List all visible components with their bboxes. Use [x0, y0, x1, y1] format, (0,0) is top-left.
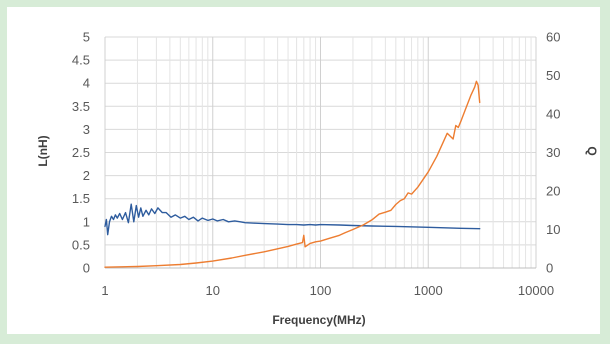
grid-lines	[104, 36, 537, 269]
q-series-line	[104, 80, 481, 268]
x-tick-label: 100	[310, 283, 332, 298]
y2-tick-label: 40	[546, 107, 560, 122]
y2-tick-label: 60	[546, 30, 560, 45]
y2-tick-label: 0	[546, 261, 553, 276]
y2-tick-label: 50	[546, 68, 560, 83]
y-tick-label: 0.5	[72, 237, 90, 252]
y-axis-title: L(nH)	[36, 135, 50, 166]
y2-tick-label: 20	[546, 184, 560, 199]
y-tick-label: 3	[83, 122, 90, 137]
y-tick-label: 3.5	[72, 99, 90, 114]
y-tick-label: 4	[83, 76, 90, 91]
y-tick-label: 0	[83, 261, 90, 276]
y2-tick-label: 30	[546, 145, 560, 160]
y-tick-label: 2	[83, 168, 90, 183]
x-tick-label: 10	[206, 283, 220, 298]
y-tick-label: 5	[83, 30, 90, 45]
inductance-series-line	[104, 203, 481, 236]
y-tick-label: 2.5	[72, 145, 90, 160]
y2-axis-title: Q	[585, 146, 599, 155]
y-tick-label: 4.5	[72, 53, 90, 68]
y-tick-label: 1.5	[72, 191, 90, 206]
y2-tick-label: 10	[546, 222, 560, 237]
data-series	[104, 80, 481, 268]
x-tick-label: 10000	[518, 283, 554, 298]
x-tick-label: 1	[101, 283, 108, 298]
x-tick-label: 1000	[414, 283, 443, 298]
x-axis-title: Frequency(MHz)	[272, 313, 365, 327]
y-tick-label: 1	[83, 214, 90, 229]
